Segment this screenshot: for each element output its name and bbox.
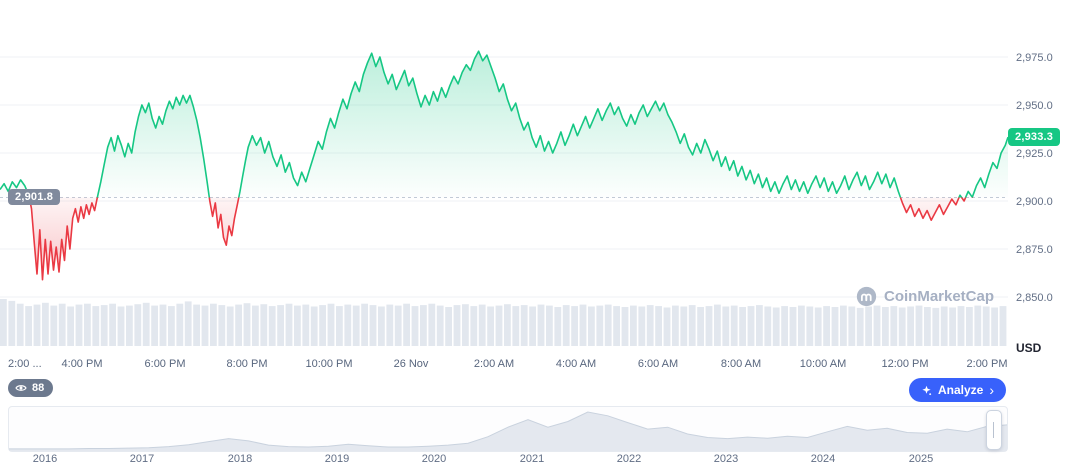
navigator-handle[interactable]: [986, 410, 1002, 450]
year-label: 2017: [129, 453, 155, 465]
y-axis-tick-label: 2,875.0: [1016, 244, 1053, 256]
x-axis-label: 2:00 AM: [473, 358, 515, 370]
coinmarketcap-logo-icon: [856, 286, 877, 307]
price-area-up: [0, 51, 1008, 198]
sparkle-icon: [921, 385, 932, 396]
navigator-area: [9, 412, 1007, 451]
year-label: 2016: [32, 453, 58, 465]
y-axis-tick-label: 2,975.0: [1016, 52, 1053, 64]
y-axis-tick-label: 2,900.0: [1016, 196, 1053, 208]
watermark: CoinMarketCap: [856, 286, 994, 307]
year-label: 2019: [324, 453, 350, 465]
main-chart-area: 2,975.0 2,950.0 2,925.0 2,900.0 2,875.0 2,850…: [0, 0, 1072, 355]
x-axis-label: 6:00 PM: [144, 358, 186, 370]
x-axis-label: 6:00 AM: [637, 358, 679, 370]
analyze-button[interactable]: Analyze ›: [908, 378, 1006, 402]
year-label: 2022: [616, 453, 642, 465]
year-label: 2021: [519, 453, 545, 465]
y-axis-tick-label: 2,850.0: [1016, 292, 1053, 304]
y-axis-tick-label: 2,925.0: [1016, 148, 1053, 160]
price-chart-canvas[interactable]: 2,975.0 2,950.0 2,925.0 2,900.0 2,875.0 2,850…: [0, 0, 1072, 355]
y-axis-tick-label: 2,950.0: [1016, 100, 1053, 112]
x-axis-label: 4:00 PM: [61, 358, 103, 370]
analyze-label: Analyze: [937, 383, 984, 397]
x-axis-label: 8:00 PM: [226, 358, 268, 370]
x-axis-labels: 2:00 ... 4:00 PM 6:00 PM 8:00 PM 10:00 PM 26 …: [0, 358, 1010, 374]
x-axis-label: 2:00 ...: [8, 358, 42, 370]
year-label: 2025: [908, 453, 934, 465]
range-navigator[interactable]: [8, 406, 1008, 452]
x-axis-label: 8:00 AM: [720, 358, 762, 370]
watchers-badge: 88: [8, 379, 54, 397]
currency-unit-label: USD: [1016, 341, 1042, 355]
current-price-badge: 2,933.3: [1008, 128, 1061, 146]
eye-icon: [15, 382, 27, 394]
navigator-chart[interactable]: [9, 407, 1007, 451]
year-label: 2024: [810, 453, 836, 465]
x-axis-label: 2:00 PM: [966, 358, 1008, 370]
x-axis-label: 26 Nov: [393, 358, 429, 370]
x-axis-label: 4:00 AM: [555, 358, 597, 370]
year-label: 2020: [421, 453, 447, 465]
year-axis-labels: 2016 2017 2018 2019 2020 2021 2022 2023 2024 2025: [8, 453, 1008, 469]
chevron-right-icon: ›: [989, 382, 994, 398]
volume-bars: [0, 299, 1007, 346]
navigator-line: [9, 411, 1007, 450]
x-axis-label: 10:00 AM: [799, 358, 847, 370]
year-label: 2018: [227, 453, 253, 465]
watchers-count: 88: [32, 382, 45, 394]
year-label: 2023: [713, 453, 739, 465]
x-axis-label: 10:00 PM: [305, 358, 353, 370]
price-line-up: [0, 50, 1009, 198]
watermark-text: CoinMarketCap: [884, 288, 995, 305]
baseline-price-label: 2,901.8: [8, 189, 61, 205]
x-axis-label: 12:00 PM: [881, 358, 929, 370]
